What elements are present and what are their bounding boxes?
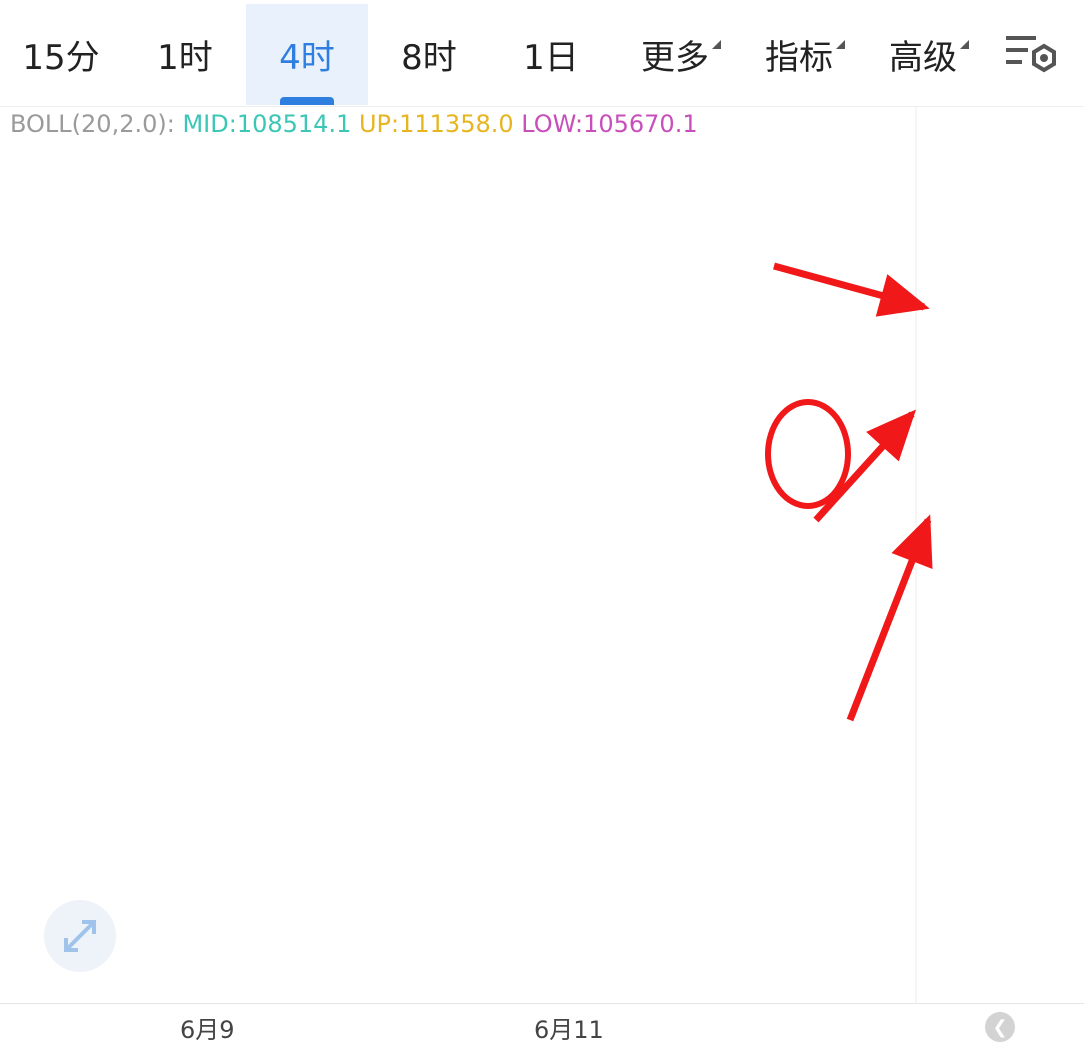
tab-1h[interactable]: 1时 xyxy=(157,38,213,78)
annotation-arrow-up-right-head xyxy=(866,409,917,462)
tab-more[interactable]: 更多 xyxy=(614,4,736,105)
chevron-left-icon: ❮ xyxy=(992,1016,1008,1038)
x-axis-label: 6月9 xyxy=(180,1016,235,1044)
boll-low-value: LOW:105670.1 xyxy=(521,110,698,138)
tab-indicators[interactable]: 指标 xyxy=(738,4,860,105)
dropdown-caret-icon xyxy=(836,40,845,49)
boll-indicator-legend: BOLL(20,2.0): MID:108514.1 UP:111358.0 L… xyxy=(10,110,698,138)
dropdown-caret-icon xyxy=(960,40,969,49)
annotation-arrow-up-head xyxy=(891,514,933,569)
boll-name: BOLL(20,2.0): xyxy=(10,110,175,138)
tab-4h[interactable]: 4时 xyxy=(246,4,368,105)
chart-settings-icon[interactable] xyxy=(1004,30,1060,78)
active-tab-indicator xyxy=(280,97,334,105)
boll-mid-value: MID:108514.1 xyxy=(182,110,352,138)
tab-8h[interactable]: 8时 xyxy=(401,38,457,78)
chart-bottom-border xyxy=(0,1003,1084,1004)
tab-15m[interactable]: 15分 xyxy=(22,38,100,78)
tab-1d[interactable]: 1日 xyxy=(523,38,579,78)
expand-icon xyxy=(64,920,96,952)
x-axis-label: 6月11 xyxy=(534,1016,604,1044)
timeframe-tab-bar: 15分 1时 4时 8时 1日 更多 指标 高级 xyxy=(0,0,1084,107)
annotation-circle xyxy=(765,399,851,509)
expand-chart-button[interactable] xyxy=(44,900,116,972)
price-chart[interactable]: 1110001100001090001080001070001060001050… xyxy=(0,106,1084,1003)
dropdown-caret-icon xyxy=(712,40,721,49)
annotation-arrow-right-head xyxy=(875,274,930,317)
tab-advanced[interactable]: 高级 xyxy=(862,4,984,105)
boll-up-value: UP:111358.0 xyxy=(358,110,514,138)
collapse-axis-button[interactable]: ❮ xyxy=(985,1012,1015,1042)
